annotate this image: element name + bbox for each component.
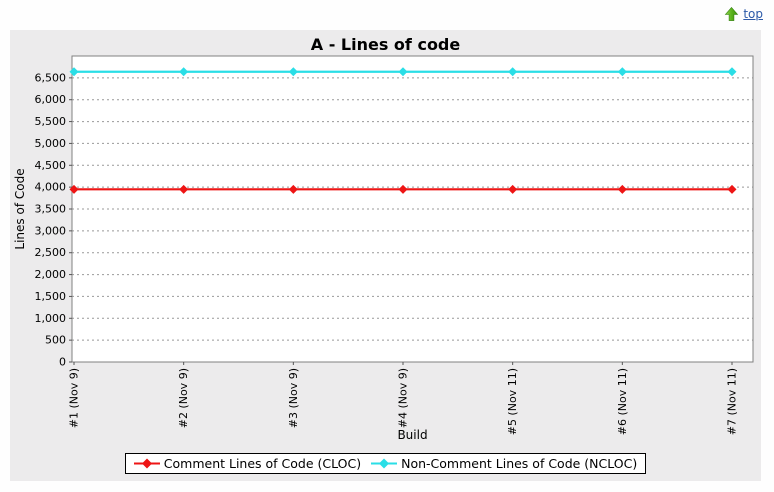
chart-title: A - Lines of code: [310, 35, 461, 54]
data-point-marker: [508, 184, 518, 194]
y-tick-label: 2,500: [35, 246, 67, 259]
legend-item: Non-Comment Lines of Code (NCLOC): [371, 456, 637, 471]
x-tick-label: #7 (Nov 11): [726, 368, 739, 435]
top-link[interactable]: top: [724, 6, 763, 22]
data-point-marker: [727, 184, 737, 194]
data-point-marker: [179, 67, 189, 77]
chart-panel: A - Lines of code 0 500 1,000 1,500 2,000 2,5…: [10, 30, 761, 481]
lines-of-code-chart: 0 500 1,000 1,500 2,000 2,500 3,000 3,500 4,000 4…: [13, 55, 754, 442]
data-point-marker: [617, 184, 627, 194]
y-tick-label: 2,000: [35, 268, 67, 281]
data-point-marker: [288, 184, 298, 194]
data-point-marker: [69, 67, 79, 77]
y-tick-label: 3,500: [35, 203, 67, 216]
x-tick-label: #6 (Nov 11): [616, 368, 629, 435]
x-axis-title: Build: [397, 428, 427, 442]
data-point-marker: [508, 67, 518, 77]
y-tick-label: 6,000: [35, 93, 67, 106]
y-tick-label: 0: [59, 356, 66, 369]
x-tick-label: #5 (Nov 11): [506, 368, 519, 435]
data-point-marker: [288, 67, 298, 77]
legend-box: Comment Lines of Code (CLOC) Non-Comment …: [124, 453, 647, 474]
y-tick-label: 6,500: [35, 71, 67, 84]
x-tick-label: #1 (Nov 9): [68, 368, 81, 428]
legend-marker-icon: [133, 458, 160, 469]
data-point-marker: [398, 67, 408, 77]
legend-label: Non-Comment Lines of Code (NCLOC): [401, 456, 638, 471]
x-tick-label: #2 (Nov 9): [177, 368, 190, 428]
y-axis-title: Lines of Code: [13, 168, 27, 249]
y-tick-label: 500: [45, 334, 66, 347]
legend-marker-icon: [371, 458, 398, 469]
data-point-marker: [727, 67, 737, 77]
x-tick-label: #3 (Nov 9): [287, 368, 300, 428]
legend-item: Comment Lines of Code (CLOC): [133, 456, 362, 471]
y-tick-label: 1,500: [35, 290, 67, 303]
y-tick-label: 1,000: [35, 312, 67, 325]
data-point-marker: [69, 184, 79, 194]
y-tick-label: 3,000: [35, 224, 67, 237]
chart-legend: Comment Lines of Code (CLOC) Non-Comment …: [10, 453, 761, 474]
data-point-marker: [617, 67, 627, 77]
x-tick-label: #4 (Nov 9): [397, 368, 410, 428]
y-tick-label: 5,500: [35, 115, 67, 128]
y-tick-label: 4,500: [35, 159, 67, 172]
top-link-label: top: [743, 7, 763, 21]
y-tick-label: 4,000: [35, 181, 67, 194]
legend-label: Comment Lines of Code (CLOC): [163, 456, 362, 471]
top-bar: top: [724, 6, 763, 22]
up-arrow-icon: [725, 7, 739, 21]
data-point-marker: [179, 184, 189, 194]
y-tick-label: 5,000: [35, 137, 67, 150]
data-point-marker: [398, 184, 408, 194]
